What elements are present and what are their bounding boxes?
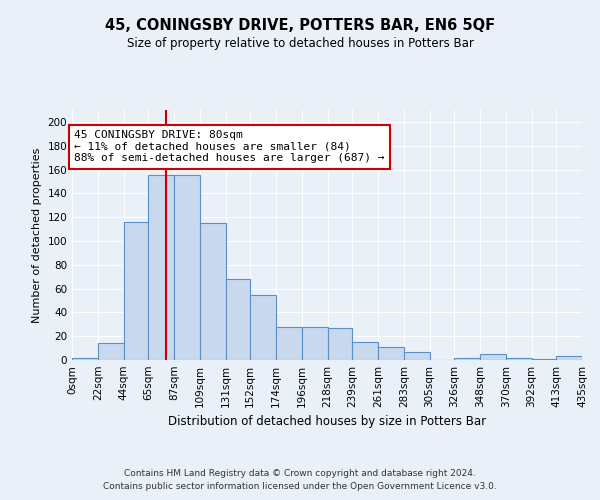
Bar — [556, 356, 582, 360]
Bar — [404, 352, 430, 360]
Bar — [124, 222, 148, 360]
Y-axis label: Number of detached properties: Number of detached properties — [32, 148, 42, 322]
Bar — [200, 223, 226, 360]
Bar — [532, 359, 556, 360]
Bar — [250, 294, 276, 360]
Bar — [454, 358, 480, 360]
Bar — [276, 326, 302, 360]
Text: Contains HM Land Registry data © Crown copyright and database right 2024.: Contains HM Land Registry data © Crown c… — [124, 468, 476, 477]
Bar — [378, 347, 404, 360]
Text: Contains public sector information licensed under the Open Government Licence v3: Contains public sector information licen… — [103, 482, 497, 491]
Bar — [506, 358, 532, 360]
X-axis label: Distribution of detached houses by size in Potters Bar: Distribution of detached houses by size … — [168, 416, 486, 428]
Bar — [148, 176, 174, 360]
Bar — [302, 326, 328, 360]
Text: 45, CONINGSBY DRIVE, POTTERS BAR, EN6 5QF: 45, CONINGSBY DRIVE, POTTERS BAR, EN6 5Q… — [105, 18, 495, 32]
Bar — [328, 328, 352, 360]
Bar — [174, 176, 200, 360]
Text: Size of property relative to detached houses in Potters Bar: Size of property relative to detached ho… — [127, 38, 473, 51]
Bar — [98, 344, 124, 360]
Text: 45 CONINGSBY DRIVE: 80sqm
← 11% of detached houses are smaller (84)
88% of semi-: 45 CONINGSBY DRIVE: 80sqm ← 11% of detac… — [74, 130, 385, 164]
Bar — [480, 354, 506, 360]
Bar — [352, 342, 378, 360]
Bar — [72, 358, 98, 360]
Bar — [226, 279, 250, 360]
